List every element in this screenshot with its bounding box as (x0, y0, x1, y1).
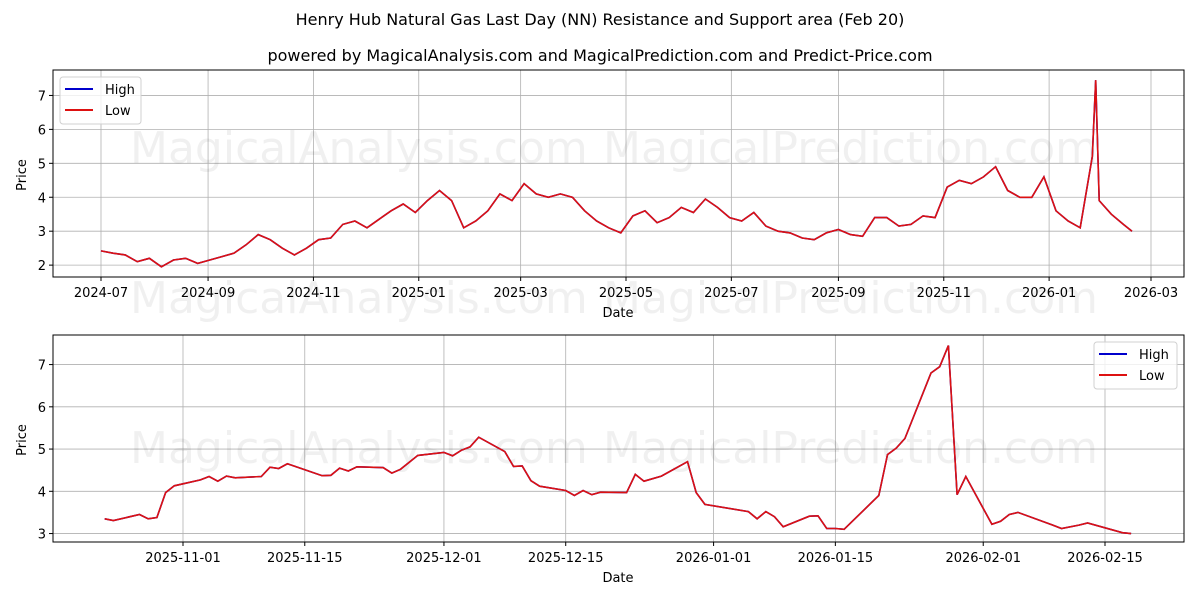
svg-text:5: 5 (38, 157, 46, 172)
svg-text:5: 5 (38, 443, 46, 458)
legend-high-label: High (105, 83, 135, 98)
bottom-axis-ticks: 3 4 5 6 7 2025-11-01 2025-11-15 2025-12-01 2025-… (38, 359, 1143, 566)
watermark-prediction-bottom: MagicalPrediction.com (603, 423, 1098, 474)
top-price-chart: MagicalAnalysis.com MagicalPrediction.co… (15, 69, 1185, 324)
svg-text:3: 3 (38, 225, 46, 240)
svg-text:6: 6 (38, 123, 46, 138)
svg-text:2026-01: 2026-01 (1022, 286, 1076, 301)
svg-text:2025-11-01: 2025-11-01 (145, 551, 221, 566)
bottom-plot-frame (52, 334, 1185, 543)
low-series-line (104, 345, 1132, 535)
chart-title: Henry Hub Natural Gas Last Day (NN) Resi… (295, 10, 905, 29)
svg-text:4: 4 (38, 485, 46, 500)
svg-text:2025-07: 2025-07 (704, 286, 758, 301)
svg-text:4: 4 (38, 191, 46, 206)
top-x-axis-label: Date (602, 306, 633, 321)
svg-text:2026-03: 2026-03 (1124, 286, 1178, 301)
low-series-line (100, 80, 1133, 268)
svg-text:2024-11: 2024-11 (286, 286, 340, 301)
svg-text:2026-02-15: 2026-02-15 (1067, 551, 1143, 566)
top-legend: High Low (59, 76, 142, 125)
legend-high-label: High (1139, 348, 1169, 363)
bottom-y-axis-label: Price (15, 424, 30, 456)
svg-text:6: 6 (38, 401, 46, 416)
svg-text:2026-01-15: 2026-01-15 (798, 551, 874, 566)
svg-text:3: 3 (38, 528, 46, 543)
top-plot-frame (52, 69, 1185, 278)
bottom-price-chart: MagicalAnalysis.com MagicalPrediction.co… (15, 334, 1185, 586)
svg-text:2026-02-01: 2026-02-01 (945, 551, 1021, 566)
bottom-gridlines (53, 335, 1184, 542)
svg-text:2025-09: 2025-09 (811, 286, 865, 301)
top-gridlines (53, 70, 1184, 277)
svg-text:2024-07: 2024-07 (74, 286, 128, 301)
svg-text:2026-01-01: 2026-01-01 (676, 551, 752, 566)
svg-text:7: 7 (38, 359, 46, 374)
watermark-prediction-lower: MagicalPrediction.com (603, 273, 1098, 324)
bottom-legend: High Low (1093, 341, 1178, 390)
svg-text:2: 2 (38, 259, 46, 274)
chart-subtitle: powered by MagicalAnalysis.com and Magic… (267, 46, 933, 65)
top-y-axis-label: Price (15, 159, 30, 191)
top-axis-ticks: 2 3 4 5 6 7 2024-07 2024-09 2024-11 2025-01 2025-0… (38, 89, 1178, 301)
svg-text:2025-11: 2025-11 (917, 286, 971, 301)
svg-text:2024-09: 2024-09 (181, 286, 235, 301)
svg-text:2025-03: 2025-03 (493, 286, 547, 301)
svg-text:7: 7 (38, 89, 46, 104)
watermark-prediction: MagicalPrediction.com (603, 123, 1098, 174)
svg-text:2025-05: 2025-05 (599, 286, 653, 301)
svg-text:2025-11-15: 2025-11-15 (267, 551, 343, 566)
bottom-x-axis-label: Date (602, 571, 633, 586)
legend-low-label: Low (1139, 369, 1165, 384)
watermark-analysis-bottom: MagicalAnalysis.com (130, 423, 588, 474)
watermark-analysis-lower: MagicalAnalysis.com (130, 273, 588, 324)
svg-text:2025-12-01: 2025-12-01 (406, 551, 482, 566)
watermark-analysis: MagicalAnalysis.com (130, 123, 588, 174)
svg-text:2025-01: 2025-01 (392, 286, 446, 301)
legend-low-label: Low (105, 104, 131, 119)
svg-text:2025-12-15: 2025-12-15 (528, 551, 604, 566)
